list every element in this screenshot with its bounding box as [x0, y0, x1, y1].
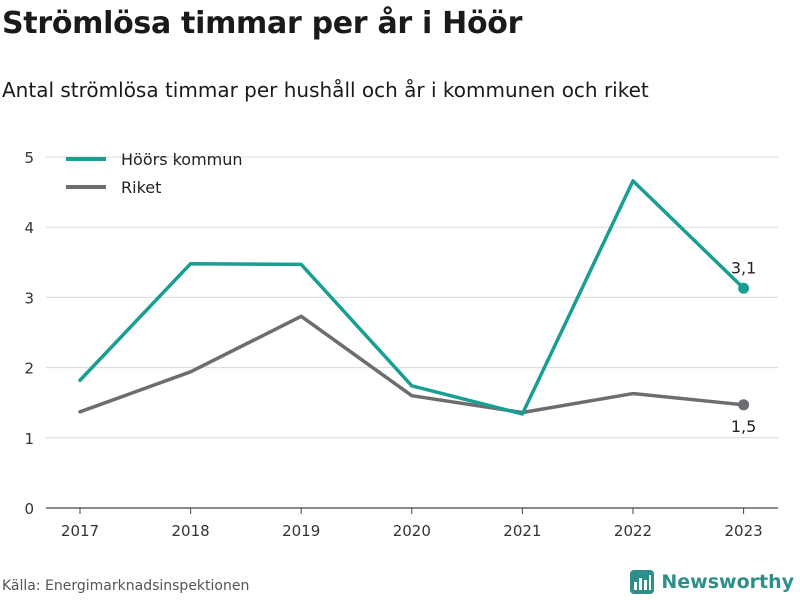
brand-name: Newsworthy [661, 571, 794, 593]
chart-subtitle: Antal strömlösa timmar per hushåll och å… [2, 78, 649, 102]
brand-logo: Newsworthy [629, 569, 794, 595]
y-tick-label: 0 [24, 500, 34, 518]
y-tick-label: 1 [24, 430, 34, 448]
series-line-1 [78, 314, 746, 415]
series-lines: 1,5 3,1 [78, 179, 756, 436]
x-tick-label: 2023 [725, 522, 763, 540]
series-end-marker [738, 282, 750, 294]
y-tick-label: 3 [24, 289, 34, 307]
bar-chart-logo-icon [630, 570, 655, 594]
legend-label: Höörs kommun [121, 150, 243, 169]
x-axis-tick-labels: 2017 2018 2019 2020 2021 2022 2023 [61, 508, 763, 540]
x-tick-label: 2019 [282, 522, 320, 540]
y-tick-label: 5 [24, 149, 34, 167]
y-tick-label: 4 [24, 219, 34, 237]
x-tick-label: 2020 [393, 522, 431, 540]
chart-title: Strömlösa timmar per år i Höör [2, 6, 523, 41]
x-tick-label: 2017 [61, 522, 99, 540]
series-end-label: 3,1 [731, 258, 756, 277]
source-note: Källa: Energimarknadsinspektionen [2, 578, 250, 594]
series-line-0 [78, 179, 746, 416]
grid-lines [46, 156, 778, 509]
legend-label: Riket [121, 178, 161, 197]
series-end-marker [738, 399, 750, 411]
x-tick-label: 2022 [614, 522, 652, 540]
x-tick-label: 2018 [172, 522, 210, 540]
y-axis-tick-labels: 0 1 2 3 4 5 [24, 149, 34, 518]
y-tick-label: 2 [24, 360, 34, 378]
x-tick-label: 2021 [503, 522, 541, 540]
legend: Höörs kommun Riket [66, 150, 243, 197]
series-end-label: 1,5 [731, 417, 756, 436]
